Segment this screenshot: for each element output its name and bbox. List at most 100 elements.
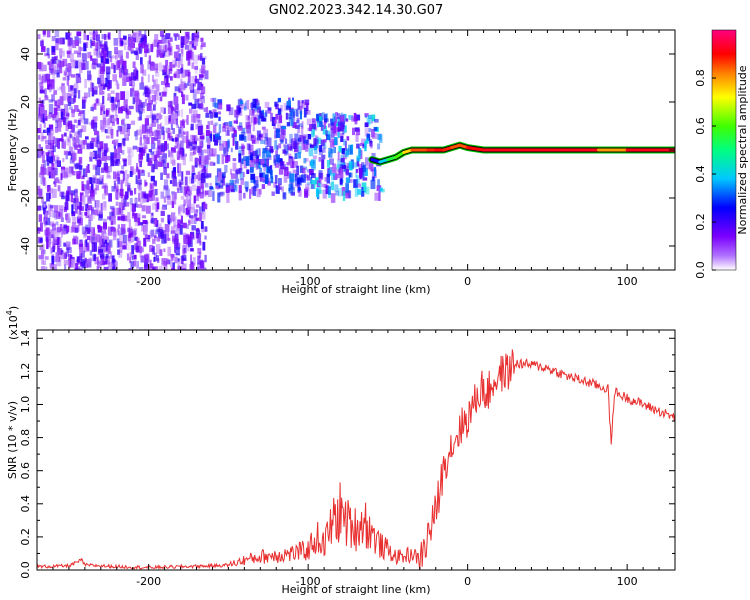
heatmap-cell [88,214,93,221]
heatmap-cell [151,154,155,162]
heatmap-cell [178,209,182,216]
heatmap-cell [186,32,189,39]
heatmap-cell [74,189,78,199]
heatmap-cell [70,190,75,196]
heatmap-cell [72,150,75,154]
heatmap-cell [160,191,165,199]
heatmap-cell [94,85,97,90]
heatmap-cell [164,140,168,151]
heatmap-cell [345,168,349,176]
heatmap-cell [175,103,179,114]
heatmap-cell [52,73,56,83]
heatmap-cell [141,224,144,232]
heatmap-cell [201,185,204,195]
heatmap-cell [296,119,300,124]
heatmap-cell [201,96,205,104]
heatmap-cell [193,33,198,38]
heatmap-cell [63,132,67,137]
heatmap-cell [65,213,69,221]
heatmap-cell [113,139,119,147]
heatmap-cell [111,121,115,126]
heatmap-cell [133,254,137,259]
heatmap-cell [102,91,105,95]
heatmap-cell [93,242,97,252]
heatmap-cell [48,124,54,131]
heatmap-cell [94,122,98,128]
heatmap-cell [252,103,256,113]
heatmap-cell [41,64,47,72]
heatmap-cell [145,115,151,119]
heatmap-cell [194,67,198,74]
heatmap-cell [174,239,179,249]
heatmap-cell [218,116,221,122]
heatmap-cell [143,134,146,140]
heatmap-cell [120,179,125,184]
heatmap-cell [165,232,170,241]
heatmap-cell [243,159,248,169]
heatmap-cell [107,118,111,126]
heatmap-cell [332,113,336,122]
heatmap-cell [71,204,74,215]
heatmap-cell [299,165,304,173]
heatmap-cell [187,206,192,210]
heatmap-cell [103,228,107,234]
heatmap-cell [321,154,326,160]
heatmap-cell [71,259,76,268]
heatmap-cell [260,159,265,166]
heatmap-cell [42,30,46,35]
heatmap-cell [200,173,206,183]
heatmap-cell [51,94,55,102]
heatmap-cell [217,184,220,190]
heatmap-cell [91,177,96,184]
heatmap-cell [134,90,139,97]
heatmap-cell [148,126,153,132]
heatmap-cell [125,191,129,199]
heatmap-cell [218,124,222,134]
heatmap-cell [125,178,129,187]
heatmap-cell [192,141,197,149]
heatmap-cell [192,147,197,155]
heatmap-cell [189,144,193,151]
heatmap-cell [46,187,51,193]
heatmap-cell [93,103,97,110]
heatmap-cell [135,52,139,60]
heatmap-cell [136,261,139,269]
heatmap-cell [231,133,234,138]
heatmap-cell [57,139,60,149]
heatmap-cell [327,168,330,178]
heatmap-cell [127,46,132,51]
heatmap-cell [130,261,135,269]
heatmap-cell [151,75,154,82]
y-tick-label: 40 [19,47,32,61]
heatmap-cell [252,159,256,163]
heatmap-cell [119,126,125,135]
heatmap-cell [342,191,346,201]
heatmap-cell [264,101,270,108]
heatmap-cell [63,224,67,229]
heatmap-cell [52,210,57,218]
heatmap-cell [129,171,133,177]
heatmap-cell [163,153,167,159]
heatmap-cell [153,180,157,186]
heatmap-cell [43,203,46,208]
heatmap-cell [240,103,246,110]
heatmap-cell [95,154,100,161]
heatmap-cell [303,158,307,164]
heatmap-cell [123,159,127,167]
heatmap-cell [170,151,174,158]
heatmap-cell [193,219,197,224]
heatmap-cell [284,138,288,144]
heatmap-cell [200,210,206,220]
heatmap-cell [92,195,95,201]
heatmap-cell [53,237,59,245]
heatmap-cell [183,199,186,207]
heatmap-cell [123,198,127,207]
heatmap-cell [205,190,209,195]
heatmap-cell [94,137,99,147]
heatmap-cell [94,254,97,260]
heatmap-cell [218,192,224,197]
heatmap-cell [98,83,101,88]
